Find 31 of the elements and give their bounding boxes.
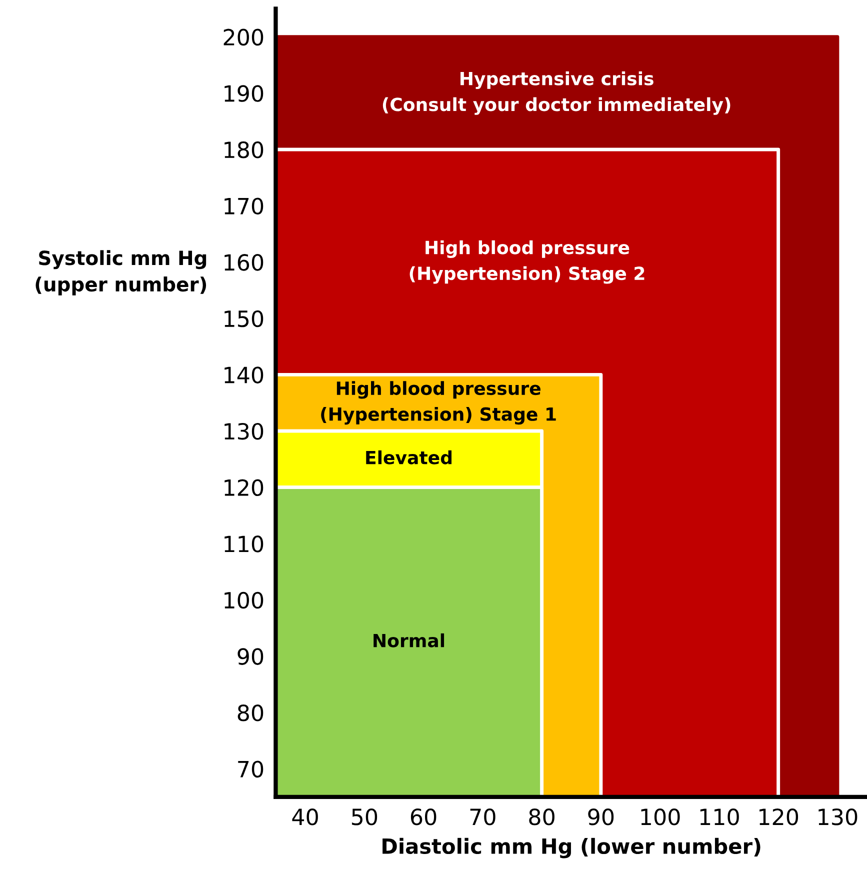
series-label: High blood pressure (Hypertension) Stage 1 [321,381,556,425]
y-tick-label: 200 [224,28,264,46]
y-tick-label: 130 [224,422,264,440]
x-tick-label: 40 [292,808,318,826]
x-tick-label: 60 [410,808,436,826]
y-tick-label: 110 [224,536,264,552]
y-tick-label: 70 [238,760,264,778]
series-label: High blood pressure (Hypertension) Stage 2 [410,240,644,284]
series-label: Hypertensive crisis (Consult your doctor immediately) [382,71,730,115]
x-tick-label: 70 [470,808,496,826]
y-tick-label: 180 [224,141,264,158]
x-tick-label: 50 [352,808,378,826]
y-tick-label: 100 [224,592,264,609]
x-tick-label: 120 [760,808,798,826]
y-tick-label: 160 [224,254,264,271]
series-label: Elevated [366,450,452,464]
y-tick-label: 90 [238,648,264,665]
x-tick-label: 110 [700,808,739,826]
x-tick-label: 130 [818,808,858,826]
x-tick-label: 80 [529,808,554,826]
y-tick-label: 140 [224,366,264,384]
y-tick-label: 150 [224,310,264,328]
x-tick-label: 90 [588,808,614,826]
y-tick-label: 170 [224,198,264,215]
y-tick-label: 190 [224,85,264,102]
x-axis-title: Diastolic mm Hg (lower number) [382,838,760,858]
x-tick-label: 100 [641,808,680,826]
series-label: Normal [374,633,444,648]
y-tick-label: 120 [224,479,264,496]
y-tick-label: 80 [238,704,264,722]
y-axis-title: Systolic mm Hg (upper number) [36,250,206,296]
